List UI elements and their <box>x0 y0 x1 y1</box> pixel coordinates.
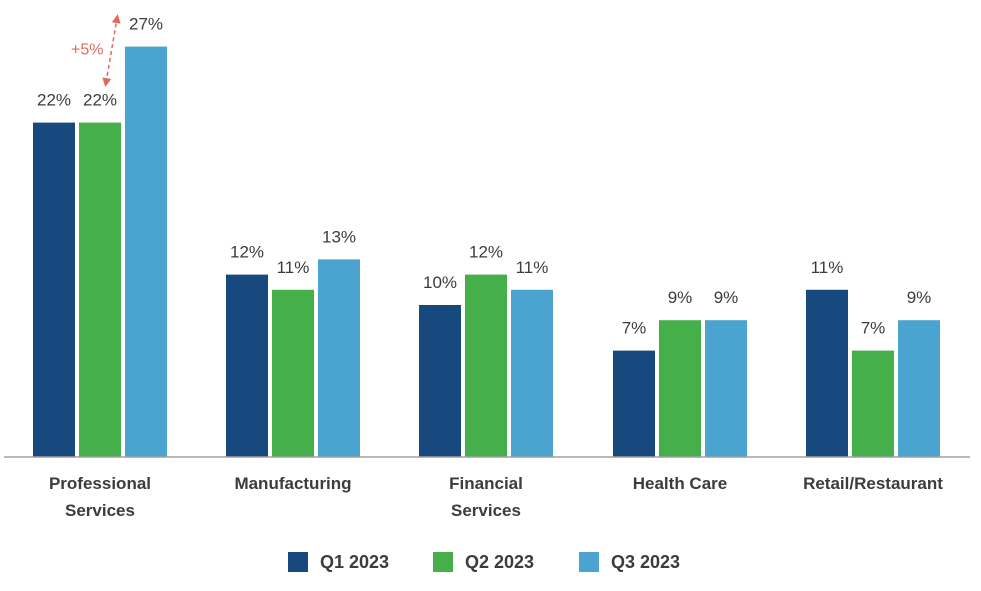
data-label: 11% <box>277 258 310 277</box>
bar-q1-2023-cat-1 <box>226 274 268 457</box>
data-label: 9% <box>668 288 693 307</box>
data-label: 12% <box>230 243 264 262</box>
change-arrow <box>102 14 121 88</box>
legend: Q1 2023 Q2 2023 Q3 2023 <box>288 552 680 572</box>
category-label: Health Care <box>633 474 727 493</box>
data-label: 22% <box>37 91 71 110</box>
bar-q3-2023-cat-4 <box>898 320 940 457</box>
category-label-line: Financial <box>449 474 523 493</box>
legend-label: Q1 2023 <box>320 552 389 572</box>
bar-q2-2023-cat-3 <box>659 320 701 457</box>
bar-q2-2023-cat-2 <box>465 274 507 457</box>
value-labels-group: 22% 22% 27% 12% 11% 13% 10% 12% 11% 7% 9% 9% 11% 7% 9% <box>37 15 931 338</box>
change-annotation: +5% <box>71 14 121 88</box>
data-label: 7% <box>622 319 647 338</box>
bar-q2-2023-cat-4 <box>852 350 894 457</box>
category-label-line: Services <box>451 501 521 520</box>
bar-q1-2023-cat-2 <box>419 305 461 457</box>
legend-swatch-q1-2023 <box>288 552 308 572</box>
bar-q1-2023-cat-0 <box>33 122 75 457</box>
legend-label: Q3 2023 <box>611 552 680 572</box>
change-annotation-label: +5% <box>71 42 103 59</box>
category-label: Manufacturing <box>234 474 351 493</box>
legend-swatch-q2-2023 <box>433 552 453 572</box>
bar-q3-2023-cat-1 <box>318 259 360 457</box>
data-label: 10% <box>423 273 457 292</box>
bar-q1-2023-cat-3 <box>613 350 655 457</box>
data-label: 27% <box>129 15 163 34</box>
category-label-line: Professional <box>49 474 151 493</box>
category-label: Financial Services <box>449 474 523 520</box>
bar-q1-2023-cat-4 <box>806 289 848 457</box>
bars-group <box>33 46 940 457</box>
category-labels-group: Professional Services Manufacturing Financi… <box>49 474 943 520</box>
legend-swatch-q3-2023 <box>579 552 599 572</box>
category-label-line: Services <box>65 501 135 520</box>
data-label: 7% <box>861 319 886 338</box>
data-label: 9% <box>907 288 932 307</box>
bar-q3-2023-cat-0 <box>125 46 167 457</box>
data-label: 9% <box>714 288 739 307</box>
category-label-line: Retail/Restaurant <box>803 474 943 493</box>
category-label: Professional Services <box>49 474 151 520</box>
data-label: 13% <box>322 227 356 246</box>
data-label: 22% <box>83 91 117 110</box>
category-label-line: Health Care <box>633 474 727 493</box>
category-label: Retail/Restaurant <box>803 474 943 493</box>
data-label: 12% <box>469 243 503 262</box>
data-label: 11% <box>811 258 844 277</box>
bar-q3-2023-cat-2 <box>511 289 553 457</box>
bar-q2-2023-cat-0 <box>79 122 121 457</box>
bar-q2-2023-cat-1 <box>272 289 314 457</box>
legend-label: Q2 2023 <box>465 552 534 572</box>
data-label: 11% <box>516 258 549 277</box>
bar-q3-2023-cat-3 <box>705 320 747 457</box>
category-label-line: Manufacturing <box>234 474 351 493</box>
